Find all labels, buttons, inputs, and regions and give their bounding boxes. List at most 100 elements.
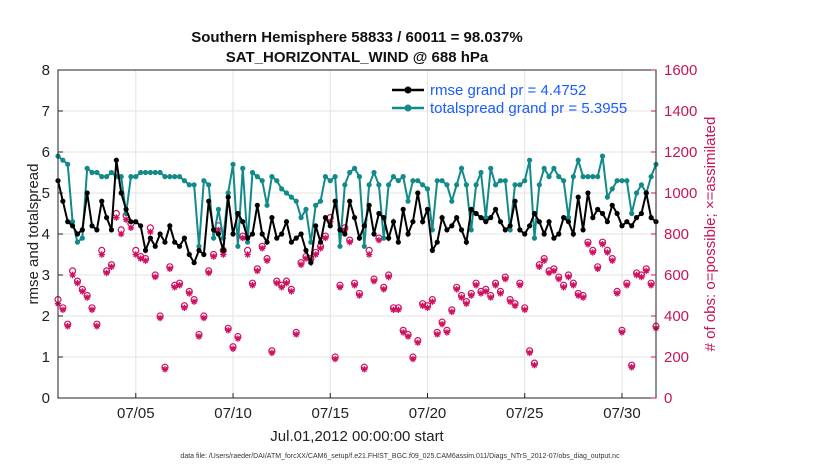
obs-assimilated-point <box>171 284 178 291</box>
rmse-point <box>541 231 547 237</box>
obs-assimilated-point <box>142 257 149 264</box>
rmse-point <box>172 239 178 245</box>
obs-assimilated-point <box>356 292 363 299</box>
series-assimilated <box>54 214 660 373</box>
obs-assimilated-point <box>414 339 421 346</box>
obs-assimilated-point <box>638 273 645 281</box>
rmse-point <box>347 198 353 204</box>
rmse-point <box>74 231 81 237</box>
totalspread-point <box>629 210 635 217</box>
obs-assimilated-point <box>550 267 558 275</box>
rmse-point <box>99 198 105 204</box>
rmse-point <box>303 247 309 253</box>
totalspread-point <box>327 178 333 184</box>
rmse-point <box>386 235 392 241</box>
rmse-point <box>507 223 513 229</box>
rmse-point <box>590 215 596 221</box>
rmse-point <box>546 219 552 225</box>
rmse-point <box>536 219 542 225</box>
y-tick-label-left: 7 <box>42 103 50 120</box>
totalspread-point <box>347 169 353 176</box>
rmse-point <box>522 231 528 237</box>
totalspread-point <box>274 178 280 184</box>
totalspread-point <box>249 169 256 176</box>
rmse-point <box>167 223 173 229</box>
obs-assimilated-point <box>395 306 402 314</box>
rmse-point <box>196 247 202 253</box>
obs-assimilated-point <box>288 288 295 295</box>
obs-assimilated-point <box>176 282 183 289</box>
rmse-point <box>206 198 212 204</box>
totalspread-point <box>74 239 81 245</box>
obs-assimilated-point <box>540 257 548 264</box>
x-tick-label: 07/30 <box>603 405 641 422</box>
rmse-point <box>415 190 421 196</box>
rmse-point <box>585 190 591 196</box>
obs-assimilated-point <box>239 234 246 242</box>
obs-assimilated-point <box>521 306 528 314</box>
x-tick-label: 07/05 <box>117 405 155 422</box>
obs-assimilated-point <box>555 275 562 283</box>
totalspread-point <box>104 174 110 180</box>
totalspread-point <box>351 165 358 171</box>
totalspread-point <box>400 174 406 180</box>
rmse-point <box>381 215 387 221</box>
legend: rmse grand pr = 4.4752 totalspread grand… <box>392 82 627 117</box>
obs-assimilated-point <box>74 280 81 287</box>
rmse-point <box>225 194 231 200</box>
totalspread-point <box>526 157 533 163</box>
totalspread-point <box>497 178 504 184</box>
obs-assimilated-point <box>575 292 582 299</box>
x-axis-label: Jul.01,2012 00:00:00 start <box>270 428 444 445</box>
totalspread-point <box>230 161 236 167</box>
rmse-point <box>463 239 469 245</box>
series-totalspread <box>55 153 659 249</box>
rmse-point <box>478 215 484 221</box>
obs-assimilated-point <box>186 290 193 297</box>
rmse-point <box>147 235 153 241</box>
totalspread-point <box>517 182 523 188</box>
totalspread-point <box>313 202 319 208</box>
obs-assimilated-point <box>409 355 417 363</box>
y-tick-label-left: 5 <box>42 185 50 202</box>
obs-assimilated-point <box>463 300 470 307</box>
obs-assimilated-point <box>380 286 387 293</box>
totalspread-point <box>225 190 231 196</box>
rmse-point <box>254 202 260 208</box>
rmse-point <box>89 223 95 229</box>
obs-assimilated-point <box>584 241 592 248</box>
obs-assimilated-point <box>268 349 276 357</box>
totalspread-point <box>215 206 222 212</box>
rmse-point <box>561 215 567 221</box>
obs-assimilated-point <box>278 284 285 291</box>
totalspread-point <box>60 157 66 163</box>
rmse-point <box>142 247 149 253</box>
obs-assimilated-point <box>224 327 232 334</box>
rmse-point <box>259 231 265 237</box>
rmse-point <box>133 219 139 225</box>
totalspread-point <box>585 174 591 180</box>
obs-assimilated-point <box>254 267 261 275</box>
rmse-point <box>395 239 401 245</box>
rmse-point <box>293 235 299 241</box>
rmse-point <box>128 219 134 225</box>
totalspread-point <box>65 161 71 167</box>
rmse-point <box>439 215 445 221</box>
obs-assimilated-point <box>497 290 504 297</box>
totalspread-point <box>152 169 158 176</box>
x-tick-label: 07/25 <box>506 405 544 422</box>
totalspread-point <box>599 153 606 159</box>
obs-assimilated-point <box>482 288 490 295</box>
obs-assimilated-point <box>234 335 242 342</box>
obs-assimilated-point <box>404 333 412 340</box>
rmse-point <box>69 223 76 229</box>
rmse-point <box>420 219 426 225</box>
rmse-point <box>162 239 168 245</box>
totalspread-point <box>551 165 557 171</box>
totalspread-point <box>405 198 411 204</box>
totalspread-point <box>356 174 363 180</box>
rmse-point <box>444 227 450 233</box>
totalspread-point <box>556 174 562 180</box>
obs-assimilated-point <box>258 245 266 252</box>
obs-assimilated-point <box>302 255 310 262</box>
